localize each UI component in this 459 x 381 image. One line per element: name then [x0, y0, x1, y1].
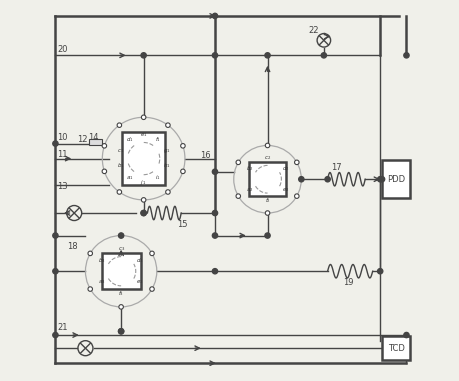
- Circle shape: [53, 332, 58, 338]
- Circle shape: [294, 160, 298, 165]
- Text: b$_2$: b$_2$: [245, 164, 252, 173]
- Text: 18: 18: [67, 242, 77, 251]
- Circle shape: [118, 233, 123, 238]
- Text: a$_3$: a$_3$: [98, 279, 106, 286]
- Circle shape: [117, 123, 121, 127]
- Text: j$_1$: j$_1$: [140, 178, 146, 187]
- Circle shape: [264, 233, 269, 238]
- Text: 13: 13: [57, 182, 68, 191]
- Circle shape: [320, 53, 326, 58]
- Text: f$_2$: f$_2$: [264, 196, 270, 205]
- Text: PDD: PDD: [386, 175, 404, 184]
- Circle shape: [88, 251, 92, 256]
- Text: 11: 11: [57, 150, 67, 159]
- Text: d$_1$: d$_1$: [125, 135, 133, 144]
- Text: 22: 22: [308, 26, 319, 35]
- Text: c$_3$: c$_3$: [117, 245, 124, 253]
- Text: 19: 19: [342, 278, 353, 287]
- Circle shape: [294, 194, 298, 199]
- Text: a$_2$: a$_2$: [245, 186, 252, 194]
- Circle shape: [235, 194, 240, 199]
- Circle shape: [264, 53, 269, 58]
- Text: g$_1$: g$_1$: [162, 147, 170, 155]
- Text: b$_3$: b$_3$: [98, 256, 106, 265]
- Circle shape: [212, 13, 217, 19]
- Circle shape: [102, 169, 106, 174]
- Circle shape: [141, 115, 146, 120]
- Circle shape: [165, 190, 170, 194]
- Circle shape: [165, 123, 170, 127]
- Text: i$_1$: i$_1$: [155, 173, 160, 182]
- Circle shape: [141, 53, 146, 58]
- Text: e$_3$: e$_3$: [136, 279, 144, 286]
- Text: c$_1$: c$_1$: [117, 147, 124, 155]
- Text: a$_1$: a$_1$: [125, 174, 133, 182]
- Bar: [381, 160, 409, 198]
- Circle shape: [118, 305, 123, 309]
- Text: 17: 17: [330, 163, 341, 173]
- Circle shape: [212, 169, 217, 174]
- Circle shape: [53, 141, 58, 146]
- Circle shape: [118, 233, 123, 238]
- Text: h$_1$: h$_1$: [162, 162, 170, 170]
- Circle shape: [235, 160, 240, 165]
- Circle shape: [141, 198, 146, 202]
- Circle shape: [150, 251, 154, 256]
- Circle shape: [403, 53, 408, 58]
- Text: 10: 10: [57, 133, 67, 142]
- Bar: [248, 162, 285, 196]
- Text: c$_2$: c$_2$: [263, 154, 270, 162]
- Bar: [122, 132, 165, 186]
- Circle shape: [141, 210, 146, 216]
- Text: 21: 21: [57, 323, 67, 332]
- Circle shape: [377, 269, 382, 274]
- Circle shape: [141, 210, 146, 216]
- Circle shape: [117, 190, 121, 194]
- Text: 12: 12: [77, 134, 87, 144]
- Circle shape: [88, 287, 92, 291]
- Circle shape: [180, 169, 185, 174]
- Circle shape: [379, 177, 384, 182]
- Circle shape: [150, 287, 154, 291]
- Text: 15: 15: [177, 220, 188, 229]
- Circle shape: [212, 210, 217, 216]
- Text: 16: 16: [200, 151, 210, 160]
- Circle shape: [53, 233, 58, 238]
- Circle shape: [212, 53, 217, 58]
- Text: f$_3$: f$_3$: [118, 289, 124, 298]
- Text: d$_3$: d$_3$: [136, 256, 144, 265]
- Circle shape: [324, 177, 330, 182]
- Text: f$_1$: f$_1$: [154, 135, 161, 144]
- Bar: [101, 253, 140, 289]
- Circle shape: [53, 269, 58, 274]
- Circle shape: [118, 329, 123, 334]
- Text: e$_2$: e$_2$: [281, 186, 289, 194]
- Text: b$_1$: b$_1$: [117, 162, 124, 170]
- Circle shape: [118, 329, 123, 334]
- Bar: [381, 336, 409, 360]
- Text: d$_2$: d$_2$: [281, 164, 289, 173]
- Text: 14: 14: [88, 133, 98, 142]
- Circle shape: [265, 211, 269, 215]
- Circle shape: [212, 269, 217, 274]
- Circle shape: [403, 332, 408, 338]
- Text: TCD: TCD: [387, 344, 404, 353]
- Circle shape: [377, 177, 382, 182]
- Circle shape: [298, 177, 303, 182]
- Text: 20: 20: [57, 45, 67, 54]
- Circle shape: [180, 144, 185, 148]
- Text: e$_1$: e$_1$: [140, 131, 147, 139]
- Circle shape: [102, 144, 106, 148]
- Bar: [89, 139, 102, 146]
- Circle shape: [265, 143, 269, 148]
- Circle shape: [212, 233, 217, 238]
